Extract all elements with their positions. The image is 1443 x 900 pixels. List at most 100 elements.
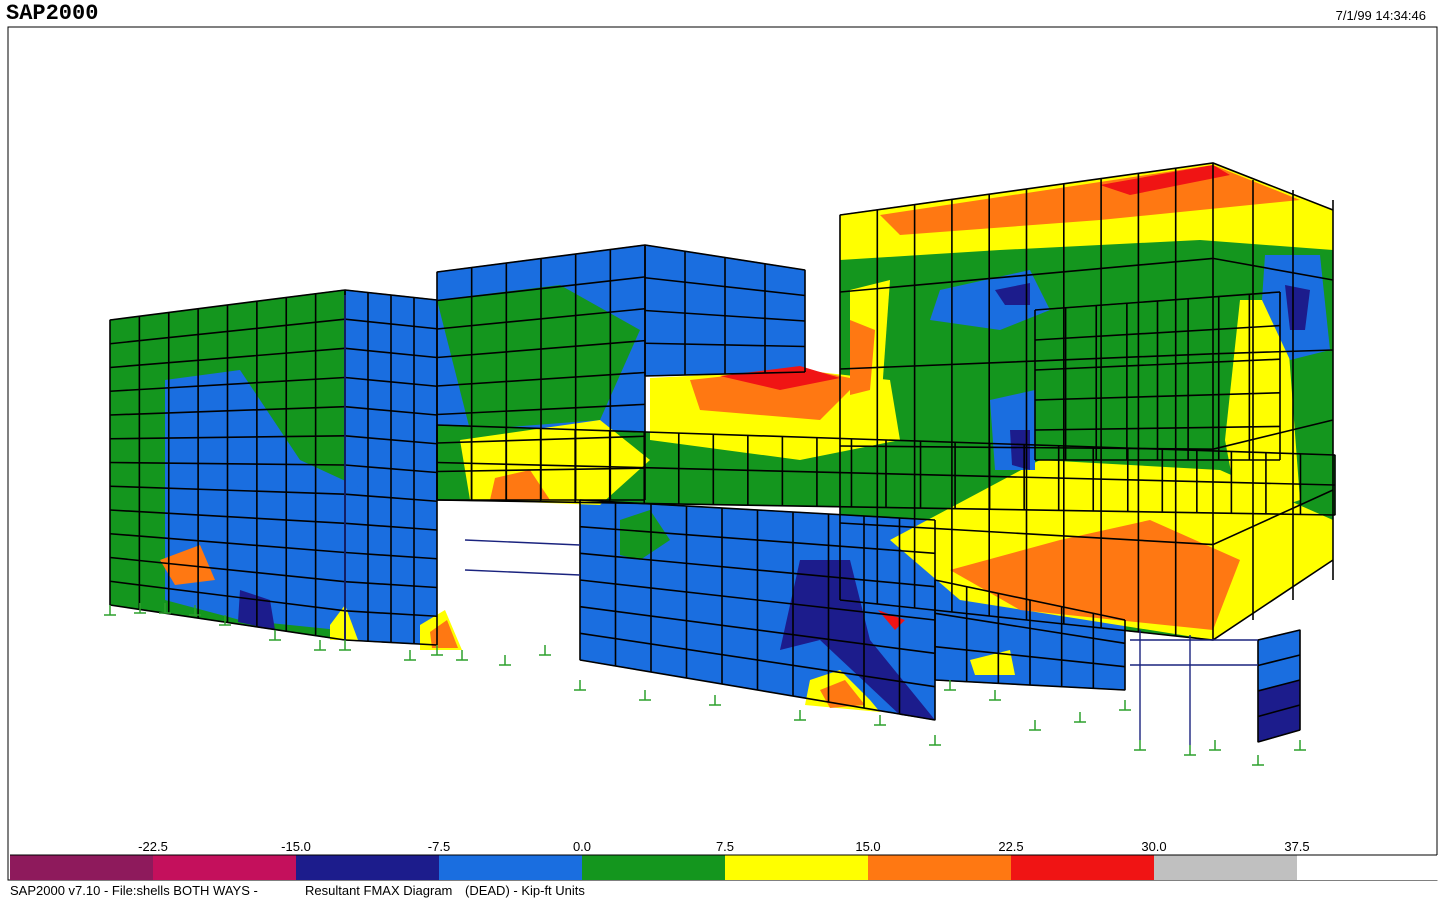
frame-member bbox=[109, 405, 346, 416]
frame-member bbox=[436, 403, 646, 416]
frame-member bbox=[109, 580, 346, 612]
frame-member bbox=[344, 522, 438, 531]
legend-swatch bbox=[153, 855, 296, 880]
frame-member bbox=[109, 289, 346, 321]
contour-region bbox=[970, 650, 1015, 675]
legend-swatch bbox=[725, 855, 868, 880]
contour-region bbox=[995, 283, 1030, 305]
footer-file: SAP2000 v7.10 - File:shells BOTH WAYS - bbox=[10, 883, 258, 898]
frame-member bbox=[579, 525, 936, 555]
frame-member bbox=[644, 309, 806, 322]
open-frame bbox=[464, 539, 581, 546]
legend-label: -7.5 bbox=[428, 839, 450, 854]
frame-member bbox=[109, 604, 346, 641]
frame-member bbox=[1257, 629, 1301, 641]
app-title: SAP2000 bbox=[6, 1, 98, 26]
frame-member bbox=[839, 419, 1334, 451]
frame-member bbox=[344, 405, 438, 416]
frame-member bbox=[579, 605, 936, 655]
frame-member bbox=[934, 612, 1126, 645]
frame-member bbox=[436, 371, 646, 387]
frame-member bbox=[436, 339, 646, 359]
frame-member bbox=[436, 307, 646, 330]
frame-member bbox=[1034, 425, 1281, 431]
contour-region bbox=[820, 680, 865, 708]
color-legend: -22.5 -15.0 -7.5 0.0 7.5 15.0 22.5 30.0 37.5 bbox=[10, 839, 1440, 880]
frame-member bbox=[1257, 679, 1301, 692]
contour-region bbox=[880, 165, 1300, 235]
frame-member bbox=[344, 580, 438, 589]
legend-swatch bbox=[582, 855, 725, 880]
frame-member bbox=[344, 639, 438, 646]
frame-member bbox=[436, 499, 1336, 516]
frame-member bbox=[436, 276, 646, 302]
legend-swatch bbox=[296, 855, 439, 880]
frame-member bbox=[579, 552, 936, 588]
contour-region bbox=[437, 285, 640, 430]
legend-swatch bbox=[1011, 855, 1154, 880]
frame-member bbox=[109, 532, 346, 554]
legend-label: 15.0 bbox=[855, 839, 880, 854]
frame-member bbox=[1034, 324, 1281, 341]
structure-model bbox=[104, 162, 1336, 766]
contour-region bbox=[490, 470, 550, 500]
frame-member bbox=[109, 318, 346, 345]
frame-member bbox=[579, 659, 936, 721]
frame-member bbox=[109, 376, 346, 393]
frame-member bbox=[344, 551, 438, 560]
frame-member bbox=[109, 347, 346, 369]
frame-member bbox=[436, 424, 1336, 456]
frame-member bbox=[579, 632, 936, 688]
frame-member bbox=[109, 461, 346, 466]
timestamp: 7/1/99 14:34:46 bbox=[1336, 8, 1426, 23]
frame-member bbox=[934, 579, 1126, 621]
contour-region bbox=[1010, 430, 1030, 470]
legend-swatch bbox=[1297, 855, 1440, 880]
footer-units: (DEAD) - Kip-ft Units bbox=[465, 883, 585, 898]
frame-member bbox=[839, 162, 1334, 216]
frame-member bbox=[109, 485, 346, 495]
frame-member bbox=[934, 645, 1126, 668]
frame-member bbox=[1257, 729, 1301, 743]
legend-swatch bbox=[868, 855, 1011, 880]
frame-member bbox=[579, 499, 936, 521]
frame-member bbox=[644, 342, 806, 348]
frame-member bbox=[644, 276, 806, 297]
frame-member bbox=[1034, 291, 1281, 311]
contour-region bbox=[950, 520, 1240, 630]
contour-region bbox=[720, 366, 840, 390]
legend-label: 0.0 bbox=[573, 839, 591, 854]
frame-member bbox=[1034, 358, 1281, 371]
frame-member bbox=[644, 244, 806, 271]
frame-member bbox=[344, 376, 438, 388]
legend-swatch bbox=[10, 855, 153, 880]
contour-region bbox=[1225, 300, 1300, 520]
legend-swatch bbox=[1154, 855, 1297, 880]
frame-member bbox=[344, 493, 438, 503]
open-frame bbox=[464, 569, 581, 576]
frame-member bbox=[344, 289, 438, 301]
frame-member bbox=[839, 349, 1334, 370]
contour-region bbox=[1100, 165, 1230, 195]
frame-member bbox=[1257, 654, 1301, 667]
legend-label: 7.5 bbox=[716, 839, 734, 854]
frame-member bbox=[644, 371, 806, 377]
legend-label: -15.0 bbox=[281, 839, 311, 854]
frame-member bbox=[109, 556, 346, 583]
legend-swatch bbox=[439, 855, 582, 880]
contour-region bbox=[1285, 285, 1310, 330]
frame-member bbox=[579, 579, 936, 621]
frame-member bbox=[344, 435, 438, 445]
frame-member bbox=[344, 347, 438, 359]
frame-member bbox=[109, 435, 346, 440]
frame-member bbox=[109, 509, 346, 525]
footer-diagram: Resultant FMAX Diagram bbox=[305, 883, 452, 898]
frame-member bbox=[1257, 704, 1301, 718]
contour-region bbox=[850, 320, 875, 395]
contour-region bbox=[780, 560, 935, 720]
legend-label: 37.5 bbox=[1284, 839, 1309, 854]
contour-region bbox=[620, 510, 670, 560]
frame-member bbox=[344, 610, 438, 618]
frame-member bbox=[1034, 392, 1281, 401]
frame-member bbox=[436, 461, 1336, 486]
